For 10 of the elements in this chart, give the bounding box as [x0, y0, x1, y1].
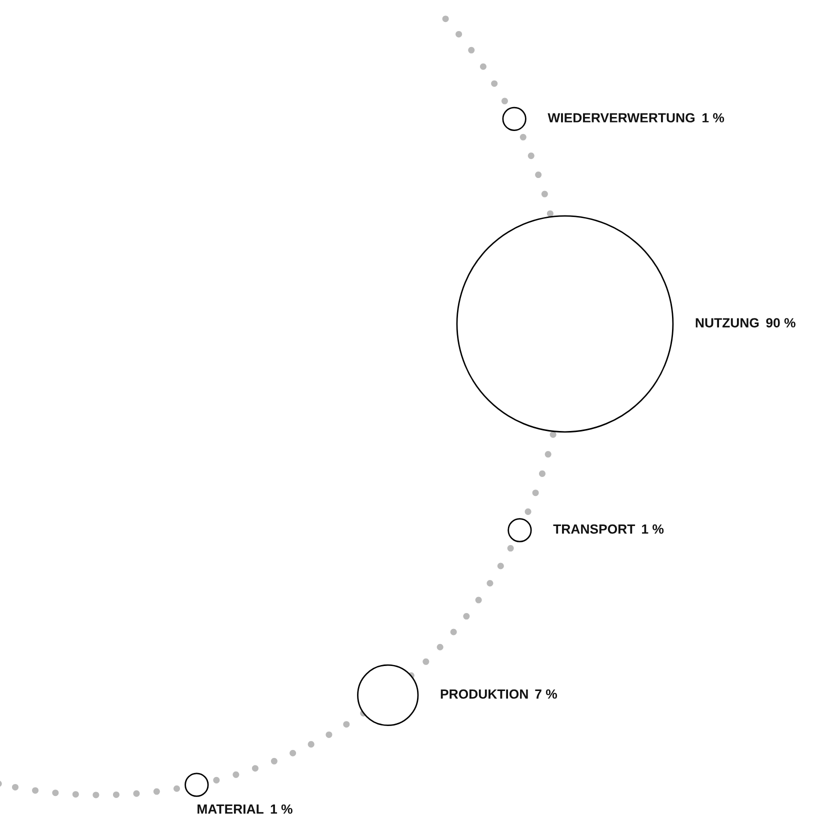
- category-label: WIEDERVERWERTUNG: [548, 113, 694, 122]
- data-label: 7 %: [535, 689, 558, 699]
- data-label: 1 %: [642, 524, 664, 534]
- category-label: PRODUKTION: [440, 689, 528, 699]
- category-label: NUTZUNG: [696, 318, 759, 328]
- data-label: 1 %: [702, 113, 724, 122]
- category-label: MATERIAL: [198, 804, 264, 814]
- data-label: 90 %: [766, 318, 796, 328]
- category-label: TRANSPORT: [553, 524, 636, 534]
- data-label: 1 %: [270, 804, 292, 814]
